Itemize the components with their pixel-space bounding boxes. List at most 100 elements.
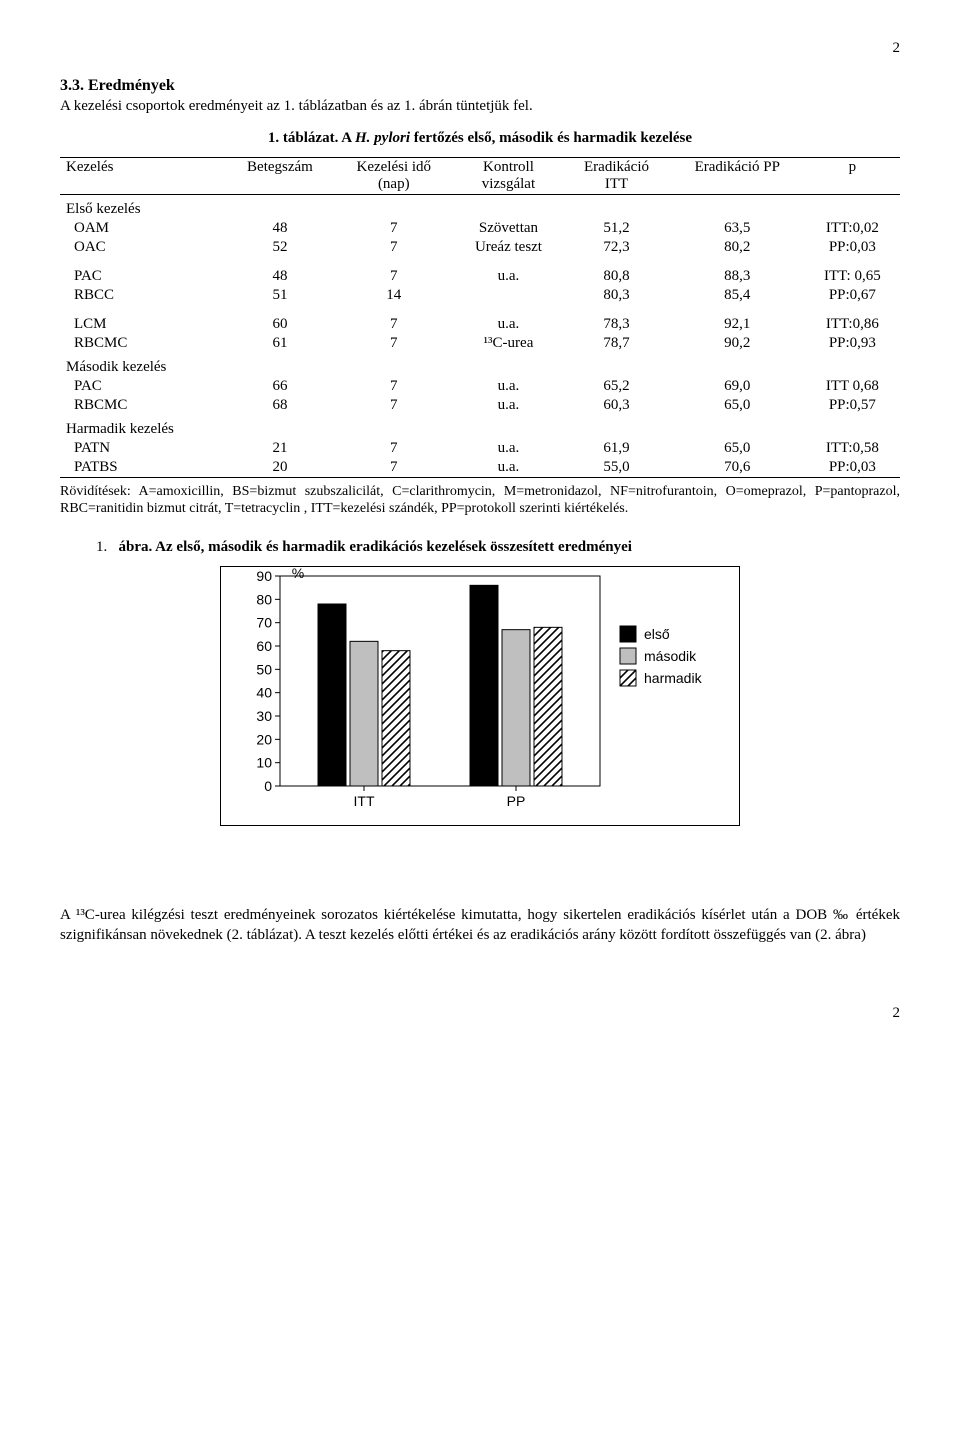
table-cell: 69,0	[670, 377, 805, 396]
table-cell: Ureáz teszt	[454, 238, 563, 257]
table-cell: 90,2	[670, 334, 805, 353]
table-cell: u.a.	[454, 315, 563, 334]
svg-text:30: 30	[256, 708, 272, 724]
table-cell	[670, 353, 805, 377]
table-header-cell: Betegszám	[226, 157, 334, 194]
table-cell: 7	[334, 439, 454, 458]
table-cell: 48	[226, 219, 334, 238]
table-cell: 92,1	[670, 315, 805, 334]
table-cell: 80,3	[563, 286, 670, 305]
table-cell: 7	[334, 219, 454, 238]
table-cell: 78,3	[563, 315, 670, 334]
table-cell: ITT:0,02	[805, 219, 900, 238]
table-cell	[454, 415, 563, 439]
table-cell: 55,0	[563, 458, 670, 478]
table-cell: u.a.	[454, 439, 563, 458]
table-caption-suffix: fertőzés első, második és harmadik kezel…	[410, 130, 692, 146]
table-cell	[563, 415, 670, 439]
table-body: Első kezelésOAM487Szövettan51,263,5ITT:0…	[60, 194, 900, 477]
table-cell: u.a.	[454, 377, 563, 396]
table-cell: PP:0,67	[805, 286, 900, 305]
svg-text:40: 40	[256, 685, 272, 701]
table-cell	[454, 194, 563, 219]
table-cell: ITT: 0,65	[805, 267, 900, 286]
table-section-label: Második kezelés	[60, 353, 900, 377]
table-cell: 21	[226, 439, 334, 458]
table-row: PATN217u.a.61,965,0ITT:0,58	[60, 439, 900, 458]
abbreviations: Rövidítések: A=amoxicillin, BS=bizmut sz…	[60, 484, 900, 518]
table-cell: 85,4	[670, 286, 805, 305]
table-cell: 78,7	[563, 334, 670, 353]
section-heading: 3.3. Eredmények	[60, 77, 900, 95]
table-cell	[226, 194, 334, 219]
table-cell: 72,3	[563, 238, 670, 257]
table-cell: OAM	[60, 219, 226, 238]
table-cell	[226, 353, 334, 377]
body-paragraph: A ¹³C-urea kilégzési teszt eredményeinek…	[60, 906, 900, 945]
figure-caption: 1. ábra. Az első, második és harmadik er…	[96, 539, 900, 556]
table-cell: 14	[334, 286, 454, 305]
table-cell: 48	[226, 267, 334, 286]
table-cell: 88,3	[670, 267, 805, 286]
svg-text:50: 50	[256, 662, 272, 678]
intro-paragraph: A kezelési csoportok eredményeit az 1. t…	[60, 97, 900, 116]
table-cell: RBCC	[60, 286, 226, 305]
table-cell	[334, 194, 454, 219]
svg-text:0: 0	[264, 778, 272, 794]
table-cell: u.a.	[454, 458, 563, 478]
table-cell	[60, 305, 900, 315]
figure-caption-text: ábra. Az első, második és harmadik eradi…	[119, 539, 632, 555]
svg-text:első: első	[644, 626, 670, 642]
table-cell: u.a.	[454, 267, 563, 286]
table-header-cell: EradikációITT	[563, 157, 670, 194]
table-cell	[334, 415, 454, 439]
table-cell	[670, 415, 805, 439]
table-cell: 52	[226, 238, 334, 257]
page-number-top: 2	[60, 40, 900, 57]
table-section-label: Első kezelés	[60, 194, 900, 219]
table-cell: 60,3	[563, 396, 670, 415]
table-cell: 7	[334, 334, 454, 353]
table-cell: 51	[226, 286, 334, 305]
table-cell: 80,8	[563, 267, 670, 286]
table-cell: PATN	[60, 439, 226, 458]
table-header-cell: p	[805, 157, 900, 194]
table-spacer	[60, 257, 900, 267]
table-caption: 1. táblázat. A H. pylori fertőzés első, …	[60, 130, 900, 147]
table-cell: PP:0,93	[805, 334, 900, 353]
table-header-cell: Kezelés	[60, 157, 226, 194]
table-cell: PP:0,03	[805, 458, 900, 478]
table-spacer	[60, 305, 900, 315]
table-cell: RBCMC	[60, 396, 226, 415]
table-cell: PAC	[60, 267, 226, 286]
table-header-cell: Kontrollvizsgálat	[454, 157, 563, 194]
table-cell: PP:0,57	[805, 396, 900, 415]
table-cell	[670, 194, 805, 219]
table-cell: 68	[226, 396, 334, 415]
chart-container: 0102030405060708090%ITTPPelsőmásodikharm…	[60, 566, 900, 826]
table-cell: PATBS	[60, 458, 226, 478]
page-number-bottom: 2	[60, 1005, 900, 1022]
svg-text:80: 80	[256, 592, 272, 608]
table-cell: ¹³C-urea	[454, 334, 563, 353]
svg-text:10: 10	[256, 755, 272, 771]
svg-text:70: 70	[256, 615, 272, 631]
table-cell	[563, 353, 670, 377]
table-cell: RBCMC	[60, 334, 226, 353]
table-cell: Harmadik kezelés	[60, 415, 226, 439]
table-cell: 80,2	[670, 238, 805, 257]
table-header-row: KezelésBetegszámKezelési idő(nap)Kontrol…	[60, 157, 900, 194]
svg-text:60: 60	[256, 638, 272, 654]
table-cell	[334, 353, 454, 377]
table-cell: Első kezelés	[60, 194, 226, 219]
table-caption-ital: H. pylori	[355, 130, 410, 146]
table-cell	[226, 415, 334, 439]
svg-text:második: második	[644, 648, 697, 664]
table-caption-prefix: 1. táblázat. A	[268, 130, 355, 146]
table-cell	[563, 194, 670, 219]
table-row: LCM607u.a.78,392,1ITT:0,86	[60, 315, 900, 334]
svg-text:harmadik: harmadik	[644, 670, 703, 686]
table-cell: 51,2	[563, 219, 670, 238]
table-row: RBCC5114 80,385,4PP:0,67	[60, 286, 900, 305]
svg-text:PP: PP	[507, 793, 526, 809]
